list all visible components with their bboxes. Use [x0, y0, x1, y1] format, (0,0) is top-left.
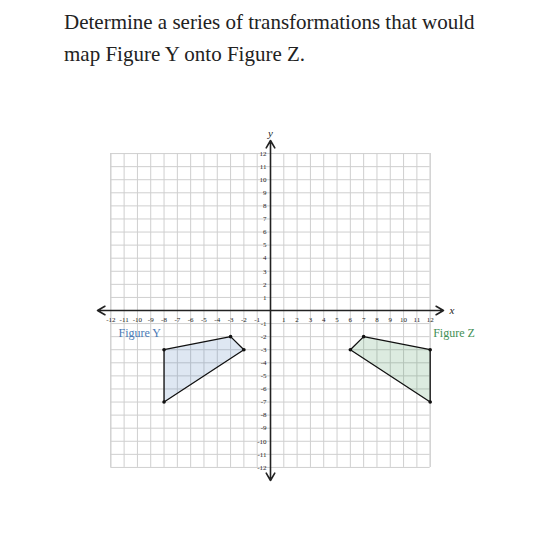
svg-text:6: 6: [349, 316, 353, 324]
svg-text:-4: -4: [261, 359, 267, 367]
svg-text:-2: -2: [261, 333, 267, 341]
svg-text:7: 7: [263, 215, 267, 223]
svg-text:-6: -6: [188, 316, 194, 324]
svg-text:7: 7: [362, 316, 366, 324]
svg-text:Figure Y: Figure Y: [118, 326, 161, 340]
svg-text:-10: -10: [257, 438, 267, 446]
svg-text:11: 11: [260, 163, 267, 171]
svg-text:-2: -2: [241, 316, 247, 324]
svg-text:1: 1: [263, 294, 267, 302]
html-text:Determine a series of transfor: Determine a series of transformations th…: [64, 10, 475, 66]
svg-text:8: 8: [375, 316, 379, 324]
svg-text:6: 6: [263, 228, 267, 236]
svg-text:Figure Z: Figure Z: [433, 326, 475, 340]
svg-text:4: 4: [322, 316, 326, 324]
svg-text:-12: -12: [106, 316, 116, 324]
svg-text:12: 12: [427, 316, 435, 324]
svg-text:3: 3: [309, 316, 313, 324]
svg-text:-3: -3: [261, 346, 267, 354]
svg-text:11: 11: [414, 316, 421, 324]
svg-text:-10: -10: [133, 316, 143, 324]
svg-text:-1: -1: [261, 320, 267, 328]
svg-text:-5: -5: [201, 316, 207, 324]
svg-text:-7: -7: [261, 398, 267, 406]
svg-text:-5: -5: [261, 372, 267, 380]
svg-text:-8: -8: [261, 411, 267, 419]
svg-text:-9: -9: [261, 424, 267, 432]
svg-text:1: 1: [282, 316, 286, 324]
svg-text:10: 10: [400, 316, 408, 324]
svg-text:-1: -1: [254, 316, 260, 324]
svg-text:3: 3: [263, 268, 267, 276]
svg-text:-9: -9: [148, 316, 154, 324]
svg-text:2: 2: [263, 281, 267, 289]
svg-text:10: 10: [260, 176, 268, 184]
svg-text:-11: -11: [257, 451, 267, 459]
svg-text:4: 4: [263, 254, 267, 262]
svg-text:-6: -6: [261, 385, 267, 393]
svg-text:-12: -12: [257, 464, 267, 472]
svg-text:-11: -11: [120, 316, 130, 324]
svg-text:-8: -8: [161, 316, 167, 324]
svg-text:-4: -4: [214, 316, 220, 324]
svg-text:8: 8: [263, 202, 267, 210]
svg-text:x: x: [449, 304, 455, 316]
svg-text:-7: -7: [174, 316, 180, 324]
svg-text:2: 2: [295, 316, 299, 324]
svg-text:9: 9: [263, 189, 267, 197]
svg-text:12: 12: [260, 150, 268, 158]
svg-text:-3: -3: [228, 316, 234, 324]
svg-text:5: 5: [263, 241, 267, 249]
svg-text:9: 9: [389, 316, 393, 324]
svg-text:y: y: [267, 128, 273, 139]
svg-text:5: 5: [335, 316, 339, 324]
